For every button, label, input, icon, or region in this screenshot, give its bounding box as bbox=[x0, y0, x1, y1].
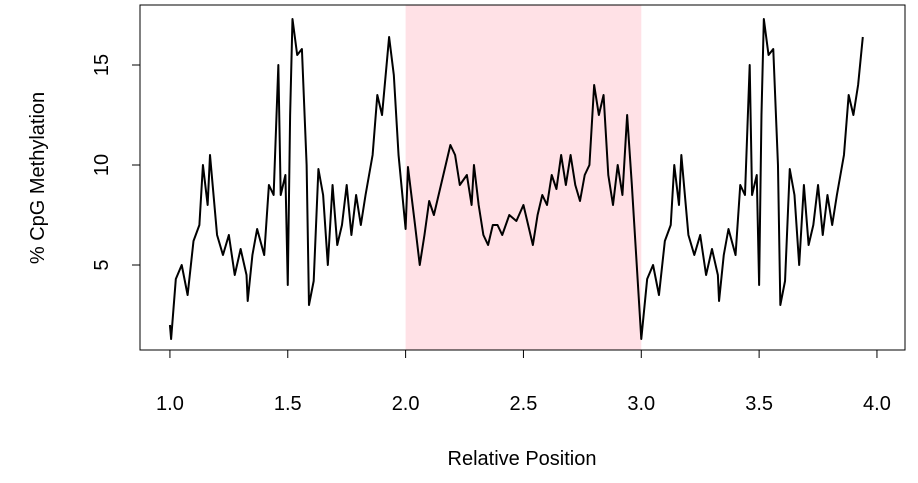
x-tick-label: 2.0 bbox=[392, 393, 420, 415]
y-tick-label: 5 bbox=[91, 259, 113, 270]
shaded-region bbox=[405, 5, 642, 350]
x-tick-label: 2.5 bbox=[510, 393, 538, 415]
data-line bbox=[168, 18, 864, 340]
x-tick-label: 3.5 bbox=[745, 393, 773, 415]
y-tick-label: 10 bbox=[91, 154, 113, 176]
x-tick-label: 1.5 bbox=[274, 393, 302, 415]
y-tick-label: 15 bbox=[91, 54, 113, 76]
x-axis-title: Relative Position bbox=[448, 448, 597, 470]
x-tick-label: 3.0 bbox=[627, 393, 655, 415]
x-tick-label: 4.0 bbox=[863, 393, 891, 415]
x-tick-label: 1.0 bbox=[156, 393, 184, 415]
y-axis-title: % CpG Methylation bbox=[27, 92, 49, 264]
